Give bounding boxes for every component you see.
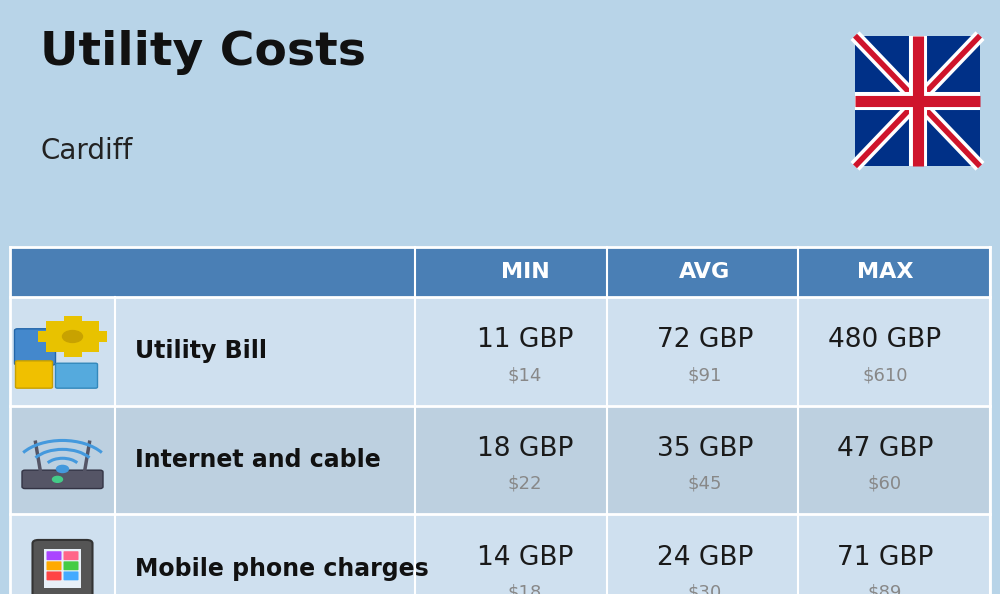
FancyBboxPatch shape <box>64 346 82 356</box>
FancyBboxPatch shape <box>81 342 99 352</box>
Text: Mobile phone charges: Mobile phone charges <box>135 557 429 581</box>
FancyBboxPatch shape <box>64 571 78 580</box>
Circle shape <box>56 466 68 473</box>
Text: MIN: MIN <box>501 262 549 282</box>
Text: $18: $18 <box>508 584 542 594</box>
FancyBboxPatch shape <box>44 549 81 588</box>
Text: 35 GBP: 35 GBP <box>657 436 753 462</box>
Text: $14: $14 <box>508 366 542 384</box>
FancyBboxPatch shape <box>64 316 82 327</box>
FancyBboxPatch shape <box>46 342 64 352</box>
FancyBboxPatch shape <box>64 551 78 560</box>
Text: 11 GBP: 11 GBP <box>477 327 573 353</box>
Text: $89: $89 <box>868 584 902 594</box>
Circle shape <box>62 330 82 342</box>
Text: 24 GBP: 24 GBP <box>657 545 753 571</box>
Text: 14 GBP: 14 GBP <box>477 545 573 571</box>
Text: Utility Bill: Utility Bill <box>135 339 267 364</box>
Text: 71 GBP: 71 GBP <box>837 545 933 571</box>
FancyBboxPatch shape <box>10 297 990 406</box>
Text: Utility Costs: Utility Costs <box>40 30 366 75</box>
Text: AVG: AVG <box>679 262 731 282</box>
Text: $22: $22 <box>508 475 542 493</box>
Text: $30: $30 <box>688 584 722 594</box>
Circle shape <box>50 323 96 350</box>
Text: $60: $60 <box>868 475 902 493</box>
FancyBboxPatch shape <box>81 321 99 331</box>
Text: Cardiff: Cardiff <box>40 137 132 165</box>
FancyBboxPatch shape <box>46 321 64 331</box>
FancyBboxPatch shape <box>46 561 62 570</box>
FancyBboxPatch shape <box>10 247 990 297</box>
Text: Internet and cable: Internet and cable <box>135 448 381 472</box>
Text: $610: $610 <box>862 366 908 384</box>
FancyBboxPatch shape <box>64 561 78 570</box>
Text: $45: $45 <box>688 475 722 493</box>
FancyBboxPatch shape <box>15 329 56 365</box>
Text: 480 GBP: 480 GBP <box>828 327 942 353</box>
FancyBboxPatch shape <box>16 361 53 388</box>
Text: 47 GBP: 47 GBP <box>837 436 933 462</box>
FancyBboxPatch shape <box>10 514 990 594</box>
FancyBboxPatch shape <box>10 406 990 514</box>
FancyBboxPatch shape <box>38 331 56 342</box>
FancyBboxPatch shape <box>22 470 103 488</box>
FancyBboxPatch shape <box>89 331 107 342</box>
Circle shape <box>52 476 62 482</box>
Text: 72 GBP: 72 GBP <box>657 327 753 353</box>
FancyBboxPatch shape <box>46 571 62 580</box>
FancyBboxPatch shape <box>56 364 98 388</box>
FancyBboxPatch shape <box>855 36 980 166</box>
FancyBboxPatch shape <box>32 540 92 594</box>
FancyBboxPatch shape <box>46 551 62 560</box>
Text: MAX: MAX <box>857 262 913 282</box>
Text: 18 GBP: 18 GBP <box>477 436 573 462</box>
Text: $91: $91 <box>688 366 722 384</box>
